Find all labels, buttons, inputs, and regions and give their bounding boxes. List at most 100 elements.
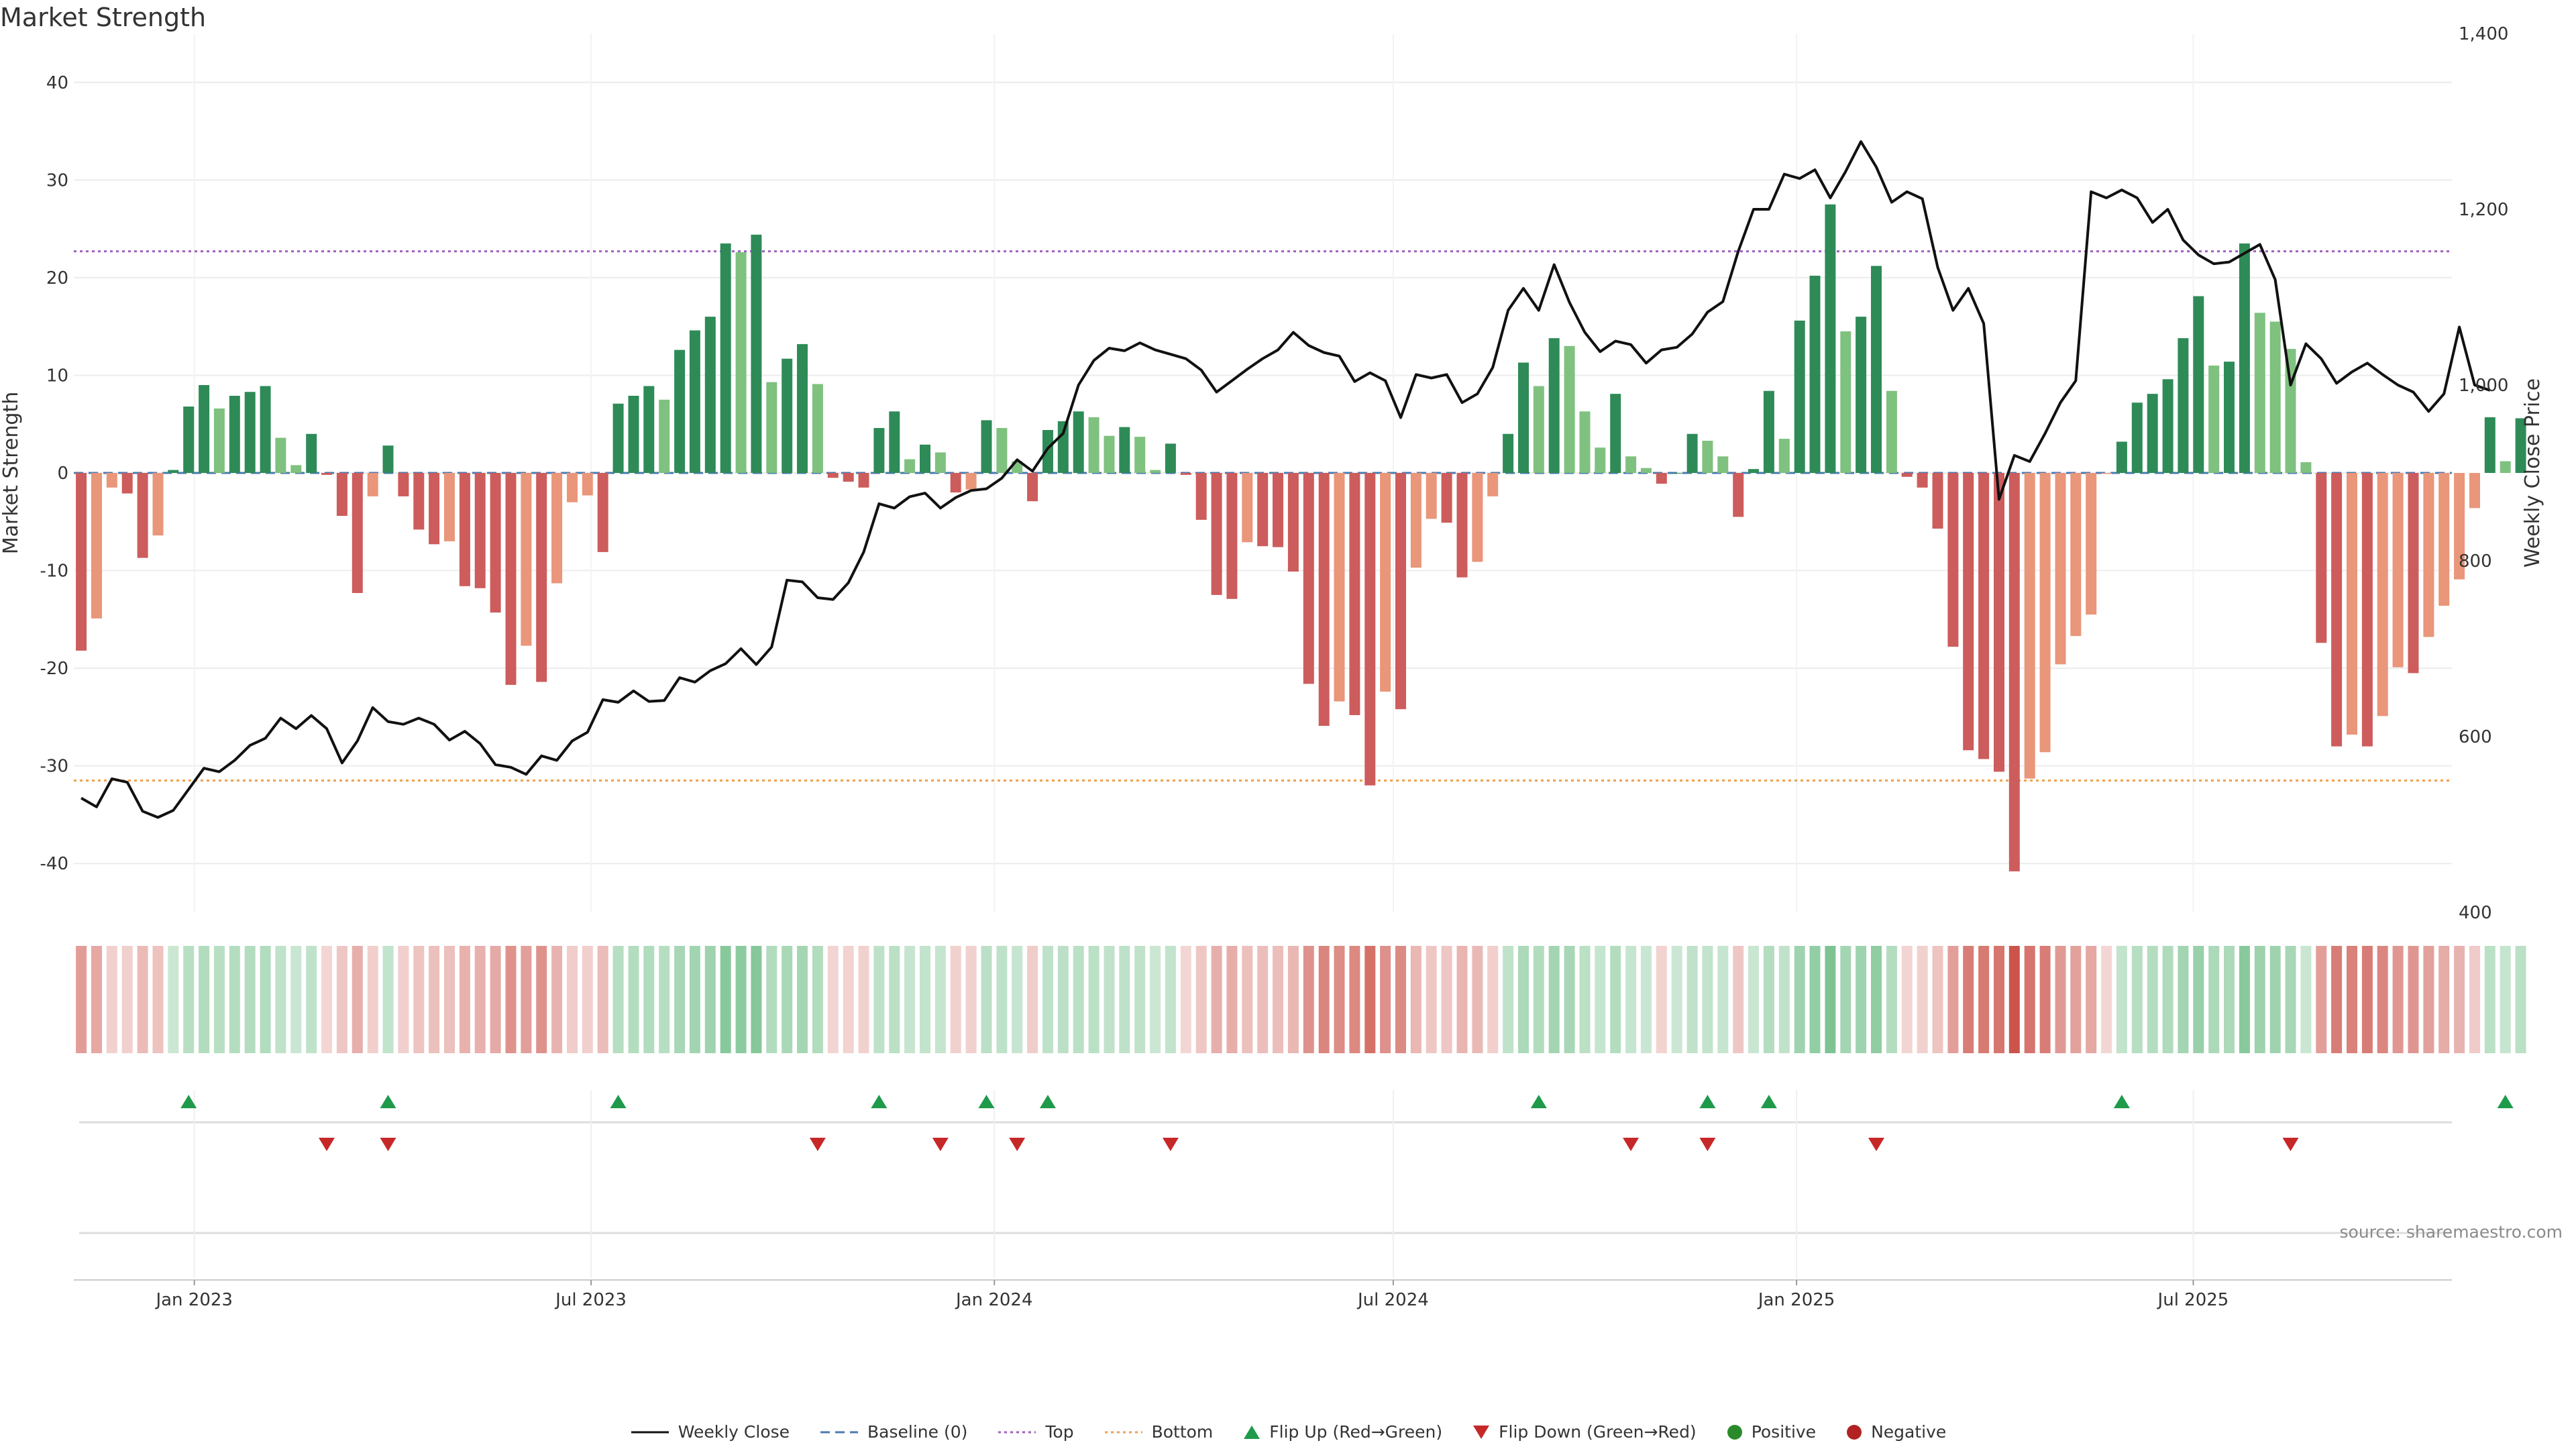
- heat-cell: [1134, 946, 1146, 1053]
- strength-bar: [812, 384, 823, 473]
- heat-cell: [521, 946, 532, 1053]
- flip-down-marker: [1623, 1138, 1640, 1151]
- heat-cell: [873, 946, 885, 1053]
- triangle-down-icon: [1473, 1425, 1490, 1439]
- legend-top: Top: [997, 1422, 1074, 1442]
- heat-cell: [1380, 946, 1391, 1053]
- flip-down-marker: [319, 1138, 335, 1151]
- strength-bar: [1748, 469, 1759, 473]
- heat-cell: [1748, 946, 1759, 1053]
- strength-bar: [1318, 473, 1330, 726]
- strength-bar: [597, 473, 608, 552]
- flip-up-marker: [871, 1095, 888, 1108]
- heat-cell: [1886, 946, 1897, 1053]
- y-tick-label: 30: [46, 170, 68, 191]
- strength-bar: [1380, 473, 1391, 692]
- heat-cell: [260, 946, 271, 1053]
- strength-bar: [612, 403, 624, 473]
- heat-cell: [91, 946, 102, 1053]
- heat-cell: [1057, 946, 1069, 1053]
- heat-cell: [1763, 946, 1774, 1053]
- heat-cell: [183, 946, 195, 1053]
- heat-cell: [643, 946, 655, 1053]
- legend-label: Flip Down (Green→Red): [1499, 1422, 1697, 1442]
- y-axis-title: Market Strength: [0, 392, 23, 554]
- heat-cell: [137, 946, 148, 1053]
- heat-cell: [659, 946, 670, 1053]
- y-tick-label: 40: [46, 73, 68, 93]
- legend-weekly-close: Weekly Close: [630, 1422, 790, 1442]
- heat-cell: [2101, 946, 2112, 1053]
- heat-cell: [536, 946, 547, 1053]
- heat-cell: [597, 946, 608, 1053]
- heat-cell: [751, 946, 762, 1053]
- strength-bar: [213, 408, 225, 473]
- strength-bar: [2423, 473, 2434, 637]
- heat-cell: [1548, 946, 1560, 1053]
- x-tick-label: Jul 2025: [2157, 1290, 2229, 1310]
- heat-cell: [1671, 946, 1682, 1053]
- strength-bar: [2224, 362, 2235, 473]
- strength-bar: [827, 473, 839, 478]
- heat-cell: [766, 946, 777, 1053]
- strength-bar: [551, 473, 563, 584]
- heat-cell: [213, 946, 225, 1053]
- flip-down-marker: [380, 1138, 396, 1151]
- strength-bar: [1610, 394, 1621, 473]
- heat-cell: [1211, 946, 1222, 1053]
- strength-bar: [1257, 473, 1269, 547]
- heat-cell: [1073, 946, 1084, 1053]
- strength-bar: [521, 473, 532, 646]
- flip-up-marker: [2113, 1095, 2130, 1108]
- strength-bar: [1226, 473, 1238, 599]
- strength-bar: [1733, 473, 1744, 517]
- strength-bar: [643, 386, 655, 473]
- heat-cell: [1441, 946, 1452, 1053]
- strength-bar: [106, 473, 117, 488]
- strength-bar: [674, 350, 686, 473]
- heat-cell: [2131, 946, 2143, 1053]
- flip-up-marker: [610, 1095, 627, 1108]
- strength-bar: [2070, 473, 2082, 637]
- heat-cell: [2484, 946, 2496, 1053]
- strength-bar: [2438, 473, 2450, 606]
- flip-up-marker: [1699, 1095, 1716, 1108]
- strength-bar: [199, 385, 210, 473]
- strength-bar: [1211, 473, 1222, 595]
- strength-bar: [1533, 386, 1544, 473]
- y-tick-label: -30: [40, 757, 68, 777]
- strength-bar: [1856, 317, 1867, 473]
- close-line-layer: [80, 140, 2491, 819]
- strength-bar: [843, 473, 854, 482]
- circle-icon: [1727, 1424, 1742, 1440]
- strength-bar: [934, 452, 946, 473]
- x-tick-label: Jan 2025: [1757, 1290, 1835, 1310]
- strength-bar: [1671, 473, 1682, 474]
- strength-bar: [2254, 313, 2265, 473]
- heat-cell: [2224, 946, 2235, 1053]
- x-tick-label: Jul 2024: [1356, 1290, 1429, 1310]
- heat-cell: [2285, 946, 2296, 1053]
- heat-cell: [1472, 946, 1483, 1053]
- heat-cell: [2193, 946, 2204, 1053]
- legend-label: Flip Up (Red→Green): [1269, 1422, 1443, 1442]
- flip-down-marker: [1868, 1138, 1884, 1151]
- strength-bar: [965, 473, 977, 490]
- strength-bar: [1195, 473, 1207, 520]
- heat-cell: [2070, 946, 2082, 1053]
- flip-up-marker: [180, 1095, 197, 1108]
- strength-bar: [628, 396, 639, 473]
- heat-cell: [2178, 946, 2189, 1053]
- heat-cell: [2254, 946, 2265, 1053]
- heat-cell: [1012, 946, 1023, 1053]
- heat-cell: [1226, 946, 1238, 1053]
- heat-cell: [352, 946, 363, 1053]
- strength-bar: [1763, 390, 1774, 473]
- strength-bar: [996, 428, 1008, 473]
- heat-cell: [1610, 946, 1621, 1053]
- legend-label: Positive: [1751, 1422, 1817, 1442]
- strength-bar: [1564, 345, 1575, 473]
- strength-bar: [474, 473, 486, 588]
- strength-bar: [2361, 473, 2373, 747]
- heat-cell: [1303, 946, 1314, 1053]
